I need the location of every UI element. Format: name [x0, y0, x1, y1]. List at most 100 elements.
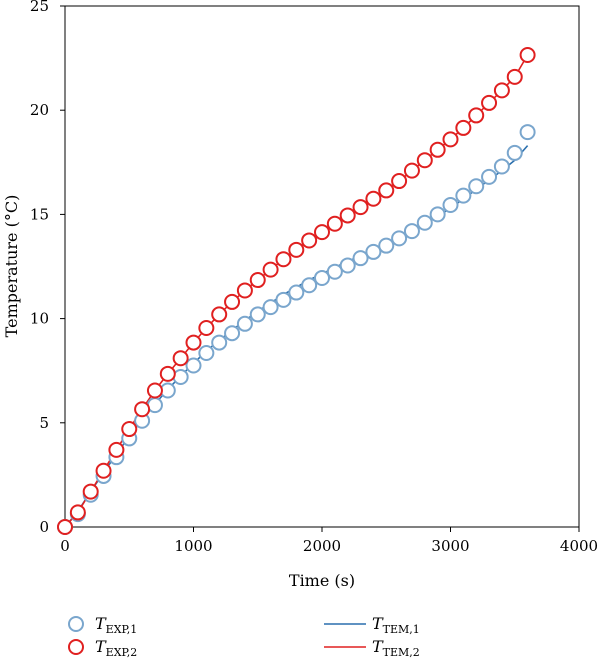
data-point — [481, 168, 498, 185]
y-tick-label: 10 — [30, 310, 49, 328]
legend-marker — [68, 639, 84, 655]
legend-item-tem-1: TTEM,1 — [324, 614, 420, 636]
y-tick-label: 20 — [30, 101, 49, 119]
data-point — [481, 94, 498, 111]
data-point — [172, 368, 189, 385]
data-point — [326, 263, 343, 280]
data-point — [352, 250, 369, 267]
data-point — [468, 107, 485, 124]
data-point — [391, 173, 408, 190]
legend-label-main: T — [95, 614, 107, 633]
data-point — [301, 277, 318, 294]
data-point — [211, 306, 228, 323]
data-point — [352, 199, 369, 216]
data-point — [519, 124, 536, 141]
legend-label-subscript: EXP,2 — [106, 646, 138, 659]
x-axis-label: Time (s) — [289, 571, 355, 590]
data-point — [493, 158, 510, 175]
data-point — [185, 357, 202, 374]
data-point — [519, 46, 536, 63]
data-point — [429, 206, 446, 223]
data-point — [416, 214, 433, 231]
x-tick-label: 0 — [60, 537, 70, 555]
data-point — [365, 190, 382, 207]
series-markers-exp-1 — [57, 124, 536, 535]
data-point — [236, 315, 253, 332]
legend-label: TEXP,1 — [95, 614, 137, 636]
legend-label-subscript: EXP,1 — [106, 623, 138, 636]
legend-label: TTEM,1 — [372, 614, 420, 636]
data-point — [288, 284, 305, 301]
data-point — [391, 230, 408, 247]
data-point — [69, 504, 86, 521]
y-tick-label: 15 — [30, 205, 49, 223]
data-point — [185, 334, 202, 351]
data-point — [314, 224, 330, 241]
data-point — [403, 162, 420, 179]
legend-label-subscript: TEM,2 — [383, 646, 420, 659]
data-point — [275, 291, 292, 308]
data-point — [429, 141, 446, 158]
data-point — [146, 382, 163, 399]
y-axis-label: Temperature (°C) — [2, 195, 21, 338]
data-point — [455, 187, 472, 204]
y-axis-ticks: 0 5 10 15 20 25 — [30, 0, 65, 536]
data-point — [262, 261, 279, 278]
y-tick-label: 0 — [39, 518, 49, 536]
x-axis-ticks: 0 1000 2000 3000 4000 — [60, 527, 598, 555]
data-point — [224, 293, 241, 310]
data-point — [95, 462, 112, 479]
data-point — [301, 232, 318, 249]
legend-label-main: T — [372, 614, 384, 633]
data-point — [288, 241, 305, 258]
series-markers-exp-2 — [57, 46, 536, 535]
data-point — [365, 243, 382, 260]
data-point — [378, 237, 395, 254]
data-point — [249, 306, 266, 323]
data-point — [224, 325, 241, 342]
data-point — [236, 282, 253, 299]
data-point — [134, 401, 151, 418]
data-point — [159, 365, 176, 382]
data-point — [82, 483, 99, 500]
data-point — [262, 299, 279, 316]
legend-label: TEXP,2 — [95, 637, 137, 659]
x-tick-label: 4000 — [560, 537, 598, 555]
x-tick-label: 1000 — [174, 537, 212, 555]
data-point — [275, 251, 292, 268]
legend-label: TTEM,2 — [372, 637, 420, 659]
data-point — [326, 215, 343, 232]
data-point — [198, 344, 215, 361]
data-point — [314, 269, 330, 286]
legend-item-tem-2: TTEM,2 — [324, 637, 420, 659]
series-line-tem-1 — [64, 145, 529, 528]
data-point — [249, 272, 266, 289]
data-point — [121, 421, 138, 438]
legend-label-main: T — [372, 637, 384, 656]
y-tick-label: 25 — [30, 0, 49, 15]
data-point — [468, 178, 485, 195]
data-point — [403, 223, 420, 240]
data-point — [416, 152, 433, 169]
data-point — [339, 257, 356, 274]
y-tick-label: 5 — [39, 414, 49, 432]
data-point — [442, 197, 459, 214]
data-point — [506, 144, 523, 161]
data-point — [172, 350, 189, 367]
data-point — [211, 334, 228, 351]
x-tick-label: 2000 — [303, 537, 341, 555]
legend-item-exp-1: TEXP,1 — [68, 614, 137, 636]
legend-label-subscript: TEM,1 — [383, 623, 420, 636]
legend-marker — [68, 616, 84, 632]
data-point — [506, 68, 523, 85]
x-tick-label: 3000 — [431, 537, 469, 555]
plot-area — [57, 46, 536, 535]
data-point — [455, 119, 472, 136]
data-point — [108, 441, 125, 458]
data-point — [198, 319, 215, 336]
legend-item-exp-2: TEXP,2 — [68, 637, 137, 659]
data-point — [493, 82, 510, 99]
data-point — [442, 131, 459, 148]
